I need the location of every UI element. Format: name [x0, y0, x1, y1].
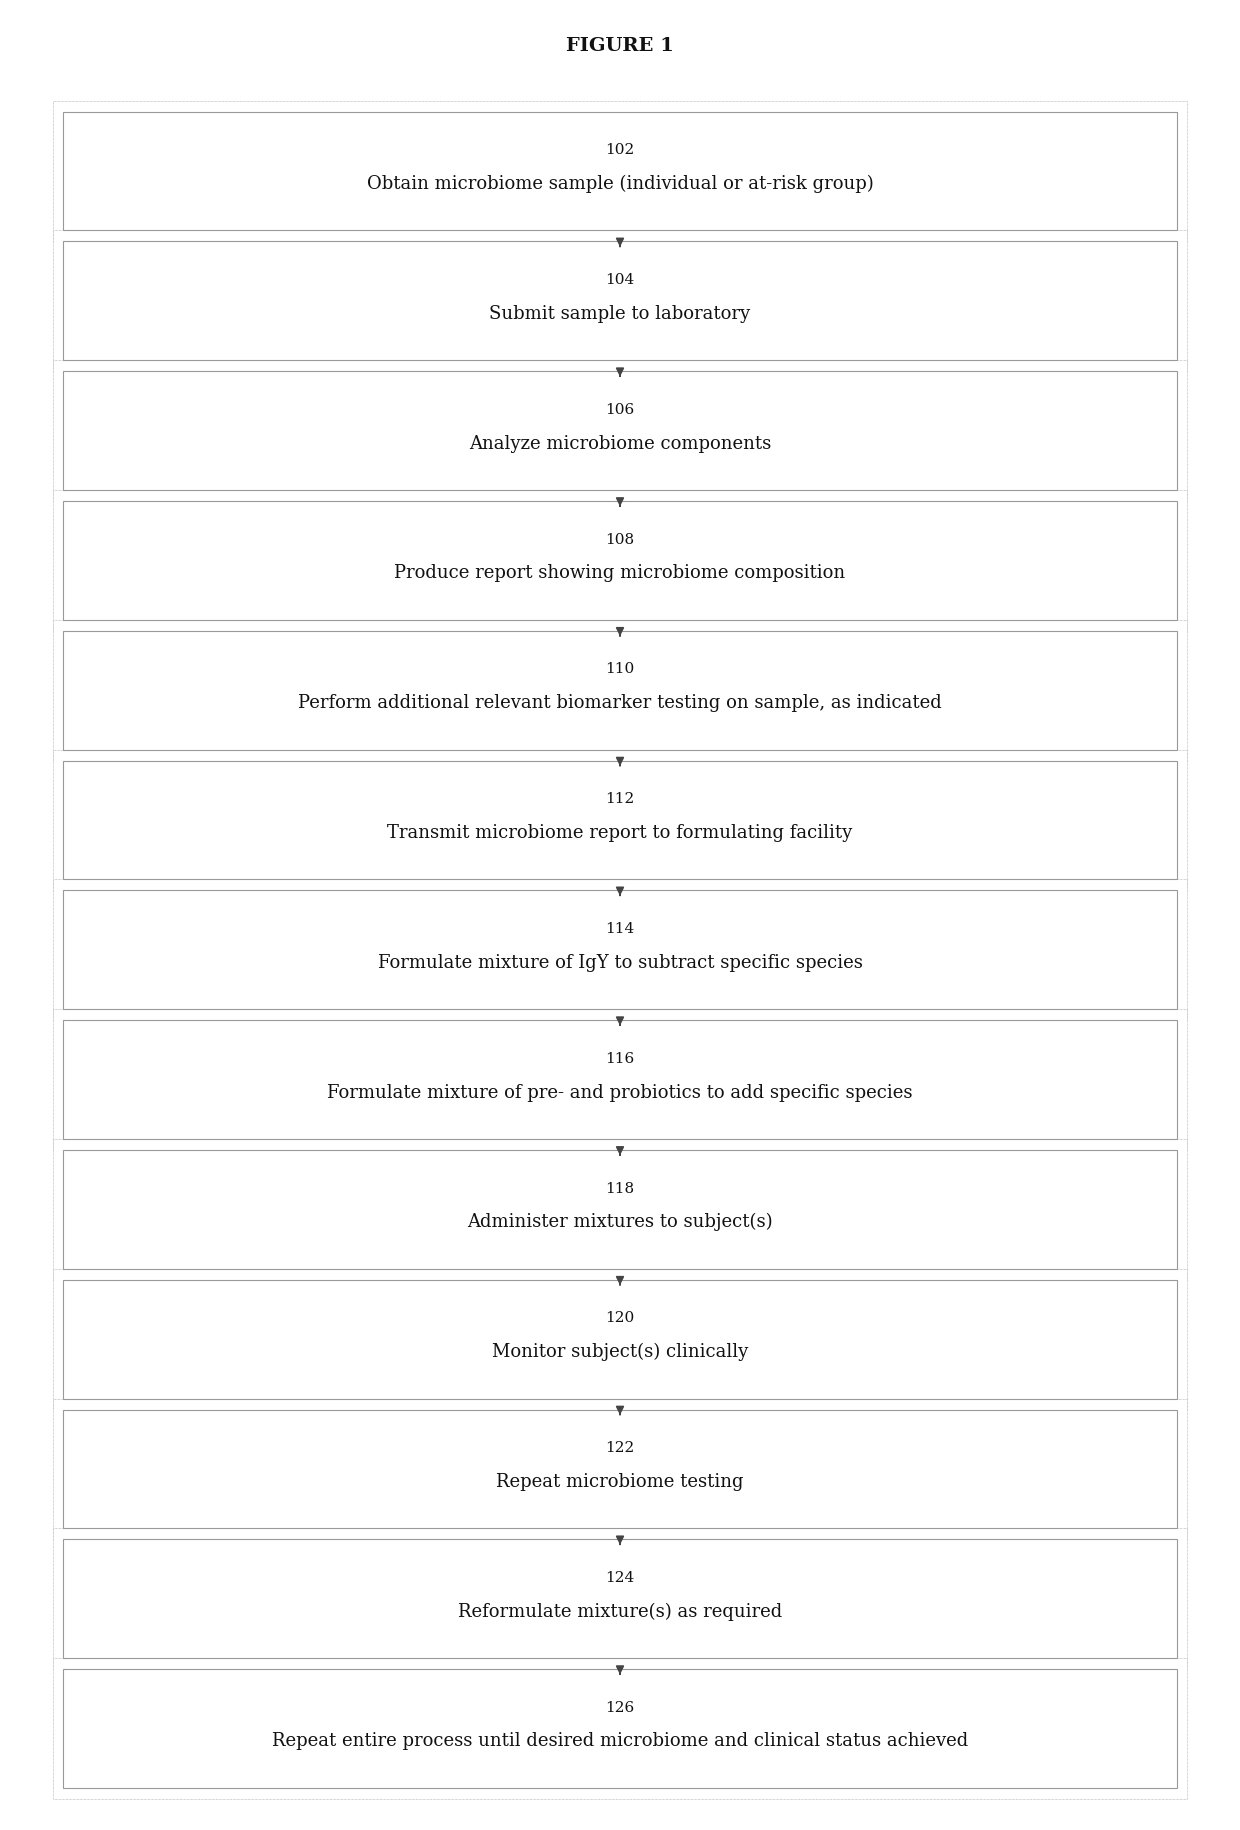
Text: Perform additional relevant biomarker testing on sample, as indicated: Perform additional relevant biomarker te… — [298, 694, 942, 712]
Text: Submit sample to laboratory: Submit sample to laboratory — [490, 306, 750, 322]
FancyBboxPatch shape — [63, 761, 1177, 880]
Text: Formulate mixture of pre- and probiotics to add specific species: Formulate mixture of pre- and probiotics… — [327, 1083, 913, 1102]
Text: 104: 104 — [605, 273, 635, 287]
Text: Transmit microbiome report to formulating facility: Transmit microbiome report to formulatin… — [387, 824, 853, 842]
FancyBboxPatch shape — [63, 501, 1177, 620]
FancyBboxPatch shape — [63, 1409, 1177, 1528]
FancyBboxPatch shape — [63, 1539, 1177, 1658]
Text: 124: 124 — [605, 1570, 635, 1585]
FancyBboxPatch shape — [53, 490, 1187, 631]
Text: Formulate mixture of IgY to subtract specific species: Formulate mixture of IgY to subtract spe… — [377, 953, 863, 972]
Text: Repeat microbiome testing: Repeat microbiome testing — [496, 1473, 744, 1491]
Text: 116: 116 — [605, 1052, 635, 1065]
Text: 114: 114 — [605, 922, 635, 935]
Text: 110: 110 — [605, 662, 635, 677]
Text: 118: 118 — [605, 1182, 635, 1195]
FancyBboxPatch shape — [63, 1669, 1177, 1788]
FancyBboxPatch shape — [53, 101, 1187, 242]
FancyBboxPatch shape — [63, 1019, 1177, 1138]
FancyBboxPatch shape — [63, 1149, 1177, 1268]
Text: FIGURE 1: FIGURE 1 — [567, 37, 673, 55]
Text: Reformulate mixture(s) as required: Reformulate mixture(s) as required — [458, 1603, 782, 1621]
Text: Obtain microbiome sample (individual or at-risk group): Obtain microbiome sample (individual or … — [367, 176, 873, 194]
FancyBboxPatch shape — [53, 1268, 1187, 1409]
Text: Monitor subject(s) clinically: Monitor subject(s) clinically — [492, 1343, 748, 1362]
Text: 108: 108 — [605, 533, 635, 547]
FancyBboxPatch shape — [63, 242, 1177, 361]
FancyBboxPatch shape — [53, 1008, 1187, 1149]
Text: 122: 122 — [605, 1442, 635, 1455]
FancyBboxPatch shape — [63, 371, 1177, 490]
FancyBboxPatch shape — [63, 631, 1177, 750]
FancyBboxPatch shape — [53, 620, 1187, 761]
Text: Analyze microbiome components: Analyze microbiome components — [469, 434, 771, 452]
Text: Repeat entire process until desired microbiome and clinical status achieved: Repeat entire process until desired micr… — [272, 1733, 968, 1751]
Text: Administer mixtures to subject(s): Administer mixtures to subject(s) — [467, 1213, 773, 1232]
FancyBboxPatch shape — [53, 1398, 1187, 1539]
FancyBboxPatch shape — [63, 1279, 1177, 1398]
FancyBboxPatch shape — [53, 750, 1187, 891]
Text: 120: 120 — [605, 1312, 635, 1325]
Text: Produce report showing microbiome composition: Produce report showing microbiome compos… — [394, 564, 846, 582]
FancyBboxPatch shape — [53, 361, 1187, 501]
FancyBboxPatch shape — [53, 231, 1187, 371]
FancyBboxPatch shape — [53, 1528, 1187, 1669]
Text: 112: 112 — [605, 792, 635, 807]
Text: 102: 102 — [605, 143, 635, 157]
FancyBboxPatch shape — [53, 1658, 1187, 1799]
FancyBboxPatch shape — [63, 112, 1177, 231]
FancyBboxPatch shape — [53, 1138, 1187, 1279]
FancyBboxPatch shape — [53, 880, 1187, 1019]
FancyBboxPatch shape — [63, 891, 1177, 1008]
Text: 126: 126 — [605, 1700, 635, 1715]
Text: 106: 106 — [605, 403, 635, 417]
